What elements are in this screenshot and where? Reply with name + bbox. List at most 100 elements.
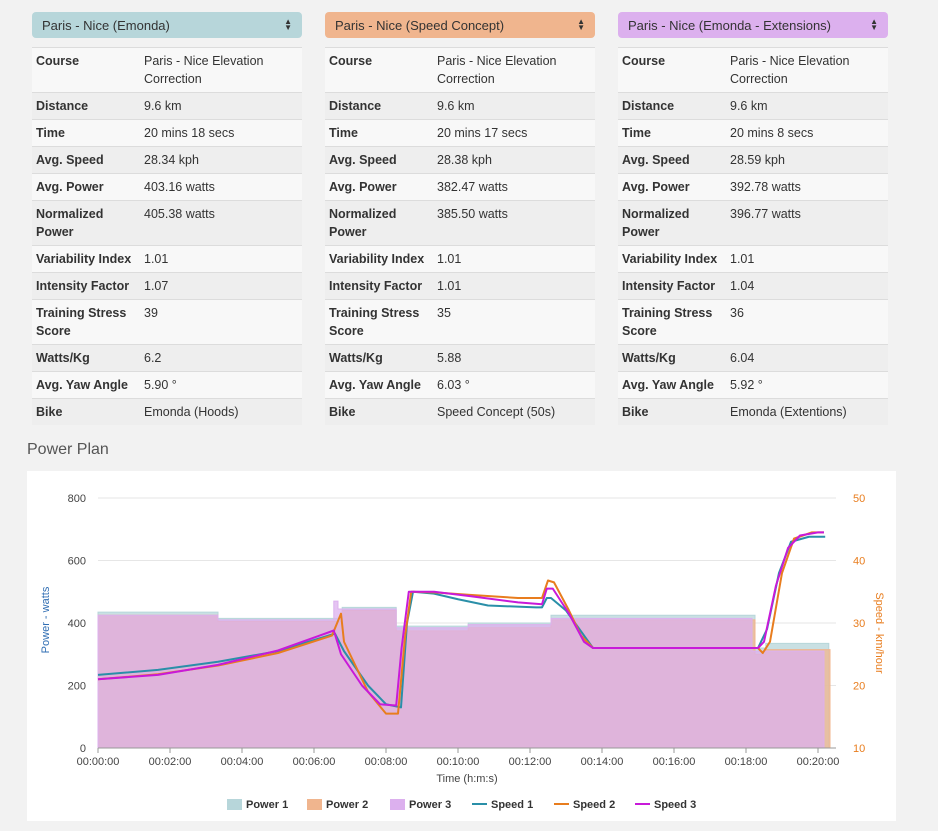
ride-select-2[interactable]: Paris - Nice (Speed Concept) ▲ ▼ (325, 12, 595, 38)
stats-value: 385.50 watts (437, 207, 508, 221)
stats-row: Variability Index 1.01 (32, 245, 302, 273)
stats-row: Normalized Power 405.38 watts (32, 200, 302, 246)
stats-value: 1.01 (730, 252, 755, 266)
stats-row: Avg. Speed 28.38 kph (325, 146, 595, 174)
legend-label: Speed 3 (654, 799, 696, 811)
stats-row: Course Paris - Nice Elevation Correction (32, 47, 302, 93)
stats-row: Variability Index 1.01 (325, 245, 595, 273)
stats-value: 6.04 (730, 351, 755, 365)
stats-row: Training Stress Score 35 (325, 299, 595, 345)
x-tick-label: 00:08:00 (365, 756, 408, 768)
compare-column-2: Paris - Nice (Speed Concept) ▲ ▼ Course Pa… (325, 12, 595, 425)
stats-table-1: Course Paris - Nice Elevation Correction D… (32, 47, 302, 425)
stats-key: Avg. Speed (329, 153, 397, 167)
stats-row: Avg. Yaw Angle 5.92 ° (618, 371, 888, 399)
stats-key: Avg. Speed (622, 153, 690, 167)
stats-value: 1.04 (730, 279, 755, 293)
stats-key: Time (622, 126, 651, 140)
stats-value: Emonda (Hoods) (144, 405, 239, 419)
legend-label: Power 2 (326, 799, 368, 811)
stats-value: 28.59 kph (730, 153, 785, 167)
y2-tick-label: 40 (853, 556, 865, 568)
stats-row: Normalized Power 385.50 watts (325, 200, 595, 246)
stats-row: Avg. Power 392.78 watts (618, 173, 888, 201)
ride-select-2-value: Paris - Nice (Speed Concept) (335, 17, 505, 33)
stats-key: Course (36, 54, 80, 68)
y2-tick-label: 50 (853, 493, 865, 505)
ride-select-1-value: Paris - Nice (Emonda) (42, 17, 170, 33)
stats-value: 405.38 watts (144, 207, 215, 221)
stats-row: Training Stress Score 39 (32, 299, 302, 345)
speed-line-speed-2 (97, 531, 824, 715)
x-tick-label: 00:16:00 (653, 756, 696, 768)
x-tick-label: 00:04:00 (221, 756, 264, 768)
x-tick-label: 00:20:00 (797, 756, 840, 768)
stats-row: Avg. Power 382.47 watts (325, 173, 595, 201)
ride-select-3-value: Paris - Nice (Emonda - Extensions) (628, 17, 832, 33)
stats-value: 9.6 km (437, 99, 475, 113)
stats-key: Distance (36, 99, 89, 113)
stats-row: Intensity Factor 1.04 (618, 272, 888, 300)
x-tick-label: 00:10:00 (437, 756, 480, 768)
stats-key: Avg. Power (36, 180, 104, 194)
ride-select-1[interactable]: Paris - Nice (Emonda) ▲ ▼ (32, 12, 302, 38)
stats-row: Bike Speed Concept (50s) (325, 398, 595, 425)
stats-value: Paris - Nice Elevation Correction (437, 54, 557, 86)
stats-row: Avg. Speed 28.34 kph (32, 146, 302, 174)
y-tick-label: 0 (80, 743, 86, 755)
y-tick-label: 800 (68, 493, 86, 505)
stats-row: Avg. Speed 28.59 kph (618, 146, 888, 174)
stats-value: 5.92 ° (730, 378, 763, 392)
stats-row: Course Paris - Nice Elevation Correction (618, 47, 888, 93)
stats-row: Distance 9.6 km (325, 92, 595, 120)
stats-key: Normalized Power (622, 207, 690, 239)
x-tick-label: 00:12:00 (509, 756, 552, 768)
stats-row: Time 20 mins 18 secs (32, 119, 302, 147)
stats-key: Bike (622, 405, 649, 419)
stats-row: Training Stress Score 36 (618, 299, 888, 345)
stats-key: Bike (36, 405, 63, 419)
stats-value: 9.6 km (144, 99, 182, 113)
y2-tick-label: 20 (853, 681, 865, 693)
y-tick-label: 600 (68, 556, 86, 568)
stats-value: Emonda (Extentions) (730, 405, 847, 419)
stats-row: Bike Emonda (Extentions) (618, 398, 888, 425)
stats-key: Time (36, 126, 65, 140)
stats-key: Intensity Factor (36, 279, 130, 293)
stats-value: Speed Concept (50s) (437, 405, 556, 419)
stats-value: 1.01 (437, 279, 462, 293)
power-plan-chart: 0 200 400 600 800 10 20 30 40 50 00:00:00 00:02:00 0… (27, 471, 896, 821)
stats-key: Avg. Power (622, 180, 690, 194)
stats-value: 36 (730, 306, 744, 320)
stats-row: Watts/Kg 5.88 (325, 344, 595, 372)
legend-swatch (390, 799, 405, 810)
x-tick-label: 00:18:00 (725, 756, 768, 768)
x-tick-label: 00:00:00 (77, 756, 120, 768)
stats-key: Normalized Power (36, 207, 104, 239)
stats-value: 392.78 watts (730, 180, 801, 194)
ride-select-3[interactable]: Paris - Nice (Emonda - Extensions) ▲ ▼ (618, 12, 888, 38)
stats-key: Distance (329, 99, 382, 113)
y-tick-label: 400 (68, 618, 86, 630)
stats-value: 6.03 ° (437, 378, 470, 392)
stats-row: Course Paris - Nice Elevation Correction (325, 47, 595, 93)
stats-row: Watts/Kg 6.04 (618, 344, 888, 372)
stats-value: 1.07 (144, 279, 169, 293)
stats-key: Intensity Factor (329, 279, 423, 293)
y-tick-label: 200 (68, 681, 86, 693)
speed-line-speed-3 (97, 531, 824, 707)
stats-value: 28.34 kph (144, 153, 199, 167)
stats-key: Training Stress Score (622, 306, 713, 338)
stats-key: Watts/Kg (622, 351, 676, 365)
stats-value: 9.6 km (730, 99, 768, 113)
stats-key: Normalized Power (329, 207, 397, 239)
stats-key: Course (622, 54, 666, 68)
stats-row: Intensity Factor 1.01 (325, 272, 595, 300)
stats-key: Distance (622, 99, 675, 113)
legend-label: Power 1 (246, 799, 288, 811)
stats-table-3: Course Paris - Nice Elevation Correction D… (618, 47, 888, 425)
x-tick-label: 00:14:00 (581, 756, 624, 768)
stats-row: Variability Index 1.01 (618, 245, 888, 273)
stats-key: Variability Index (329, 252, 425, 266)
stats-key: Variability Index (622, 252, 718, 266)
